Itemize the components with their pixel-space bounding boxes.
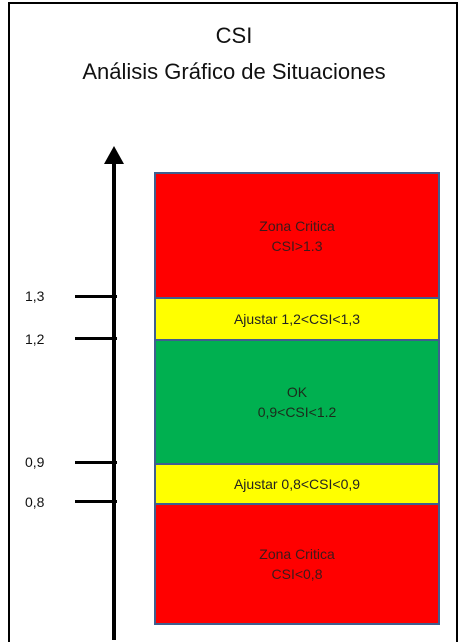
zone-adjust-low-label: Ajustar 0,8<CSI<0,9 [233, 476, 361, 492]
tick-1-2 [75, 337, 117, 340]
diagram-subtitle: Análisis Gráfico de Situaciones [82, 59, 386, 84]
zone-critical-high-range: CSI>1.3 [271, 237, 323, 254]
tick-0-8 [75, 500, 117, 503]
axis-arrow-icon [104, 146, 124, 164]
tick-0-9 [75, 461, 117, 464]
zone-ok: OK 0,9<CSI<1.2 [154, 339, 440, 463]
zone-critical-low: Zona Critica CSI<0,8 [154, 503, 440, 625]
tick-label-0-9: 0,9 [25, 454, 45, 470]
zone-adjust-high-label: Ajustar 1,2<CSI<1,3 [233, 311, 361, 327]
tick-label-1-2: 1,2 [25, 331, 45, 347]
tick-1-3 [75, 295, 117, 298]
zone-ok-range: 0,9<CSI<1.2 [257, 404, 337, 420]
zone-critical-high: Zona Critica CSI>1.3 [154, 172, 440, 297]
zone-adjust-low: Ajustar 0,8<CSI<0,9 [154, 463, 440, 503]
zone-critical-high-label: Zona Critica [259, 217, 335, 234]
vertical-axis [112, 160, 116, 640]
zone-critical-low-range: CSI<0,8 [271, 566, 323, 582]
zone-adjust-high: Ajustar 1,2<CSI<1,3 [154, 297, 440, 339]
zone-ok-label: OK [286, 384, 308, 400]
diagram-title: CSI [215, 23, 253, 48]
tick-label-1-3: 1,3 [25, 288, 45, 304]
zone-critical-low-label: Zona Critica [259, 546, 335, 562]
tick-label-0-8: 0,8 [25, 494, 45, 510]
